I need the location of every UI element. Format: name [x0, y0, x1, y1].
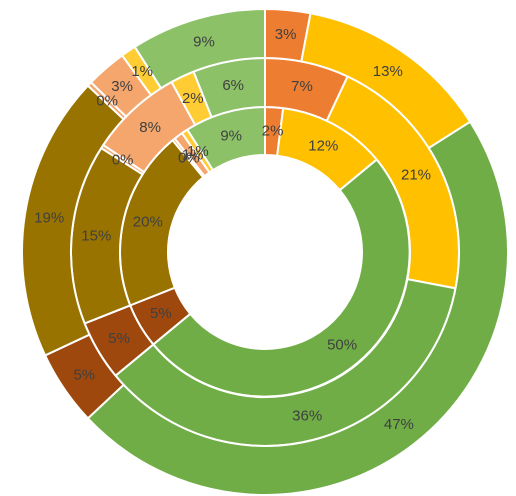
outer-ring-slice-2: [86, 120, 509, 496]
middle-ring-label-8: 6%: [222, 77, 244, 94]
middle-ring-label-0: 7%: [291, 78, 313, 95]
inner-ring-label-1: 12%: [308, 138, 338, 155]
outer-ring-label-1: 13%: [373, 63, 403, 80]
inner-ring-label-7: 1%: [187, 143, 209, 160]
ring-outer: [21, 7, 509, 496]
inner-ring-label-2: 50%: [327, 337, 357, 354]
middle-ring-label-7: 2%: [182, 90, 204, 107]
ring-inner: [119, 105, 411, 398]
middle-ring-label-5: 0%: [112, 151, 134, 168]
outer-ring-label-2: 47%: [384, 416, 414, 433]
inner-ring-label-8: 9%: [220, 127, 242, 144]
inner-ring-label-3: 5%: [150, 305, 172, 322]
inner-ring-label-5: 0%: [178, 150, 200, 167]
middle-ring-label-1: 21%: [401, 167, 431, 184]
outer-ring-label-3: 5%: [73, 366, 95, 383]
outer-ring-label-6: 3%: [111, 78, 133, 95]
outer-ring-slice-8: [133, 7, 266, 90]
inner-ring-label-0: 2%: [262, 123, 284, 140]
middle-ring-label-6: 8%: [139, 119, 161, 136]
outer-ring-label-5: 0%: [96, 92, 118, 109]
middle-ring-label-3: 5%: [108, 330, 130, 347]
inner-ring-label-6: 1%: [182, 147, 204, 164]
middle-ring-label-4: 15%: [81, 228, 111, 245]
ring-middle: [70, 56, 460, 447]
outer-ring-label-8: 9%: [193, 34, 215, 51]
outer-ring-label-0: 3%: [275, 26, 297, 43]
outer-ring-label-7: 1%: [131, 63, 153, 80]
inner-ring-label-4: 20%: [133, 213, 163, 230]
middle-ring-label-2: 36%: [292, 408, 322, 425]
outer-ring-label-4: 19%: [34, 209, 64, 226]
